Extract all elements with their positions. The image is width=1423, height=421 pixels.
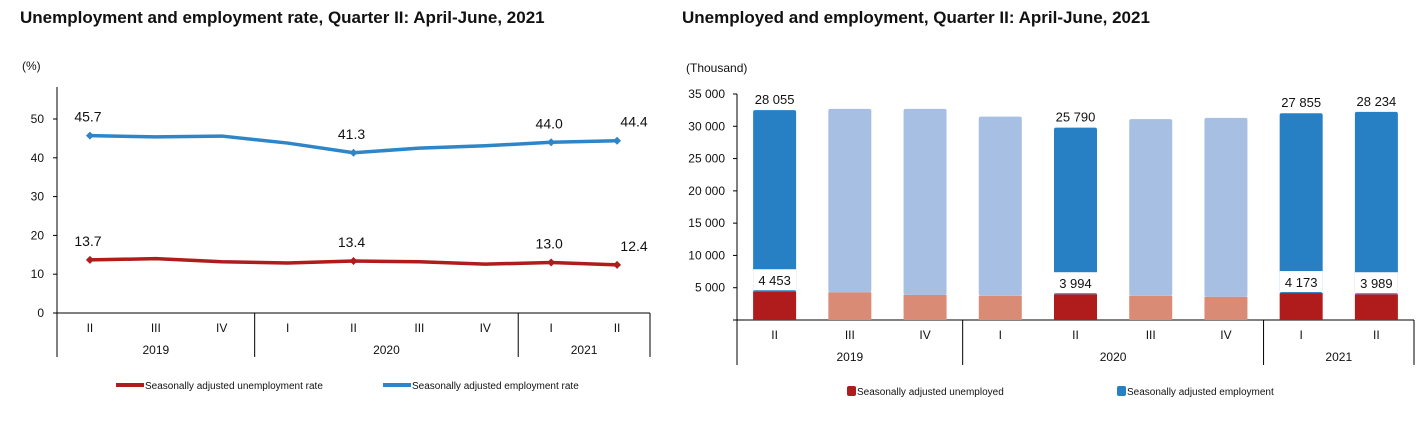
y-tick-label: 35 000 (688, 87, 725, 101)
data-label: 12.4 (620, 238, 647, 254)
x-tick-label: I (549, 321, 552, 335)
bar-unemployed (753, 291, 797, 320)
bar-unemployed (1054, 294, 1097, 320)
data-label: 44.0 (536, 115, 563, 131)
data-point-marker (85, 131, 94, 140)
data-point-marker (349, 257, 358, 266)
data-point-marker (613, 136, 622, 145)
y-tick-label: 10 000 (688, 248, 725, 262)
left-chart-title: Unemployment and employment rate, Quarte… (20, 8, 545, 27)
bar-unemployed (903, 294, 947, 320)
bar-unemployed (1354, 294, 1398, 320)
y-axis-unit: (Thousand) (686, 61, 747, 75)
x-tick-label: II (1373, 328, 1380, 342)
legend-label: Seasonally adjusted unemployment rate (145, 381, 323, 392)
x-tick-label: IV (480, 321, 491, 335)
bar-employment (978, 116, 1022, 296)
y-axis-unit: (%) (22, 59, 41, 73)
x-tick-label: II (614, 321, 621, 335)
data-point-marker (547, 138, 556, 147)
legend-label: Seasonally adjusted employment rate (412, 381, 579, 392)
bar-employment (1054, 127, 1097, 295)
x-tick-label: III (414, 321, 424, 335)
data-label: 4 453 (758, 273, 791, 288)
y-tick-label: 20 (31, 228, 45, 242)
data-label: 13.7 (74, 233, 101, 249)
y-tick-label: 5 000 (695, 281, 725, 295)
legend-swatch (1117, 386, 1126, 396)
y-tick-label: 20 000 (688, 184, 725, 198)
data-label: 13.4 (338, 234, 365, 250)
data-label: 41.3 (338, 126, 365, 142)
data-point-marker (613, 260, 622, 269)
x-tick-label: II (350, 321, 357, 335)
data-label: 28 055 (755, 92, 795, 107)
y-tick-label: 50 (31, 112, 45, 126)
x-group-label: 2020 (373, 343, 400, 357)
legend-label: Seasonally adjusted unemployed (857, 387, 1004, 398)
data-label: 45.7 (74, 109, 101, 125)
data-label: 4 173 (1285, 275, 1318, 290)
data-label: 28 234 (1357, 94, 1397, 109)
x-group-label: 2019 (836, 350, 863, 364)
x-group-label: 2019 (142, 343, 169, 357)
bar-unemployed (828, 292, 872, 320)
data-label: 25 790 (1056, 110, 1096, 125)
y-tick-label: 25 000 (688, 152, 725, 166)
bar-unemployed (1279, 293, 1323, 320)
y-tick-label: 30 000 (688, 119, 725, 133)
data-point-marker (547, 258, 556, 267)
data-label: 44.4 (620, 114, 647, 130)
data-label: 27 855 (1281, 95, 1321, 110)
x-tick-label: I (286, 321, 289, 335)
y-tick-label: 40 (31, 151, 45, 165)
bar-unemployed (1204, 296, 1248, 320)
x-tick-label: IV (919, 328, 930, 342)
bar-employment (828, 108, 872, 293)
data-label-background (1054, 272, 1097, 294)
bar-employment (1204, 117, 1248, 297)
x-tick-label: III (845, 328, 855, 342)
right-chart-title: Unemployed and employment, Quarter II: A… (682, 8, 1150, 27)
legend-label: Seasonally adjusted employment (1127, 387, 1274, 398)
bar-unemployed (1129, 295, 1173, 320)
bar-employment (903, 108, 947, 295)
x-tick-label: III (1146, 328, 1156, 342)
x-tick-label: II (1072, 328, 1079, 342)
x-group-label: 2021 (571, 343, 598, 357)
legend-swatch (847, 386, 856, 396)
x-tick-label: II (87, 321, 94, 335)
y-tick-label: 10 (31, 267, 45, 281)
bar-employment (1279, 113, 1323, 294)
bar-employment (1129, 119, 1173, 296)
bar-unemployed (978, 295, 1022, 320)
data-point-marker (85, 255, 94, 264)
data-label: 3 989 (1360, 276, 1393, 291)
x-tick-label: III (151, 321, 161, 335)
data-label: 13.0 (536, 236, 563, 252)
x-tick-label: IV (1220, 328, 1231, 342)
data-label-background (753, 269, 797, 291)
bar-employment (1354, 111, 1398, 295)
data-point-marker (349, 148, 358, 157)
x-tick-label: I (1299, 328, 1302, 342)
data-label: 3 994 (1059, 276, 1092, 291)
bar-employment (753, 110, 797, 292)
data-label-background (1354, 272, 1398, 294)
x-tick-label: IV (216, 321, 227, 335)
y-tick-label: 15 000 (688, 216, 725, 230)
x-tick-label: II (771, 328, 778, 342)
data-label-background (1279, 271, 1323, 293)
x-tick-label: I (999, 328, 1002, 342)
y-tick-label: 30 (31, 190, 45, 204)
x-group-label: 2021 (1325, 350, 1352, 364)
x-group-label: 2020 (1100, 350, 1127, 364)
y-tick-label: 0 (37, 306, 44, 320)
